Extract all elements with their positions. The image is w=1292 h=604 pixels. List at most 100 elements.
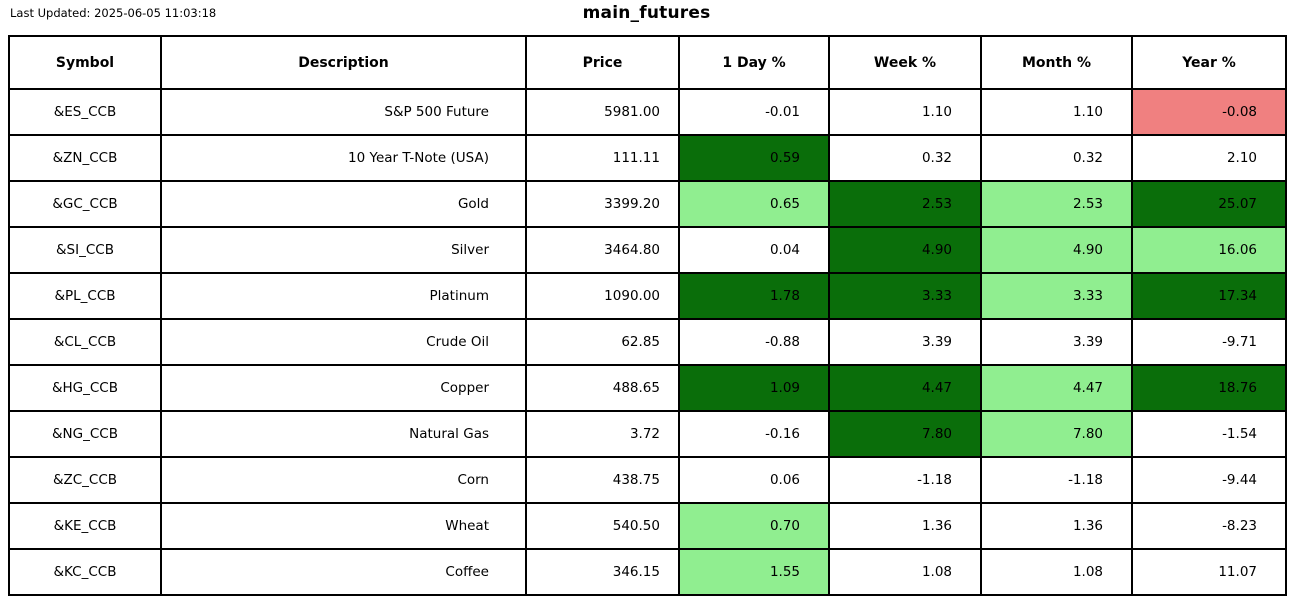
week-pct-cell: -1.18 — [828, 456, 982, 504]
table-row: &ES_CCB S&P 500 Future 5981.00 -0.01 1.10 1.1… — [8, 88, 1287, 136]
description-cell: Wheat — [160, 502, 527, 550]
year-pct-cell: 16.06 — [1131, 226, 1287, 274]
week-pct-cell: 1.10 — [828, 88, 982, 136]
day-pct-cell: 0.65 — [678, 180, 830, 228]
price-cell: 3464.80 — [525, 226, 680, 274]
year-pct-cell: 25.07 — [1131, 180, 1287, 228]
description-cell: Silver — [160, 226, 527, 274]
month-pct-cell: 4.47 — [980, 364, 1133, 412]
description-cell: Coffee — [160, 548, 527, 596]
description-cell: Corn — [160, 456, 527, 504]
price-cell: 111.11 — [525, 134, 680, 182]
price-cell: 62.85 — [525, 318, 680, 366]
year-pct-cell: 18.76 — [1131, 364, 1287, 412]
futures-table: Symbol Description Price 1 Day % Week % Month… — [8, 35, 1287, 596]
symbol-cell: &PL_CCB — [8, 272, 162, 320]
description-cell: Copper — [160, 364, 527, 412]
table-row: &ZC_CCB Corn 438.75 0.06 -1.18 -1.18 -9.44 — [8, 456, 1287, 504]
symbol-cell: &KE_CCB — [8, 502, 162, 550]
week-pct-cell: 3.39 — [828, 318, 982, 366]
symbol-cell: &ZN_CCB — [8, 134, 162, 182]
description-cell: Gold — [160, 180, 527, 228]
page-title: main_futures — [582, 3, 711, 23]
month-pct-cell: 2.53 — [980, 180, 1133, 228]
day-pct-cell: 0.06 — [678, 456, 830, 504]
symbol-cell: &CL_CCB — [8, 318, 162, 366]
week-pct-cell: 0.32 — [828, 134, 982, 182]
price-cell: 3399.20 — [525, 180, 680, 228]
table-row: &KE_CCB Wheat 540.50 0.70 1.36 1.36 -8.23 — [8, 502, 1287, 550]
symbol-cell: &SI_CCB — [8, 226, 162, 274]
year-pct-cell: -0.08 — [1131, 88, 1287, 136]
month-pct-cell: 3.39 — [980, 318, 1133, 366]
symbol-cell: &ZC_CCB — [8, 456, 162, 504]
month-pct-cell: -1.18 — [980, 456, 1133, 504]
column-header-month: Month % — [980, 35, 1133, 90]
year-pct-cell: 11.07 — [1131, 548, 1287, 596]
column-header-week: Week % — [828, 35, 982, 90]
table-row: &PL_CCB Platinum 1090.00 1.78 3.33 3.33 17.34 — [8, 272, 1287, 320]
table-row: &CL_CCB Crude Oil 62.85 -0.88 3.39 3.39 -9.71 — [8, 318, 1287, 366]
day-pct-cell: -0.88 — [678, 318, 830, 366]
symbol-cell: &GC_CCB — [8, 180, 162, 228]
week-pct-cell: 1.36 — [828, 502, 982, 550]
month-pct-cell: 4.90 — [980, 226, 1133, 274]
table-row: &NG_CCB Natural Gas 3.72 -0.16 7.80 7.80 -1.54 — [8, 410, 1287, 458]
month-pct-cell: 1.36 — [980, 502, 1133, 550]
week-pct-cell: 4.47 — [828, 364, 982, 412]
column-header-symbol: Symbol — [8, 35, 162, 90]
day-pct-cell: 1.55 — [678, 548, 830, 596]
price-cell: 1090.00 — [525, 272, 680, 320]
description-cell: Crude Oil — [160, 318, 527, 366]
day-pct-cell: 1.78 — [678, 272, 830, 320]
symbol-cell: &HG_CCB — [8, 364, 162, 412]
price-cell: 540.50 — [525, 502, 680, 550]
month-pct-cell: 7.80 — [980, 410, 1133, 458]
day-pct-cell: 1.09 — [678, 364, 830, 412]
symbol-cell: &NG_CCB — [8, 410, 162, 458]
symbol-cell: &KC_CCB — [8, 548, 162, 596]
year-pct-cell: -1.54 — [1131, 410, 1287, 458]
column-header-1-day: 1 Day % — [678, 35, 830, 90]
table-row: &SI_CCB Silver 3464.80 0.04 4.90 4.90 16.06 — [8, 226, 1287, 274]
table-row: &ZN_CCB 10 Year T-Note (USA) 111.11 0.59 0.3… — [8, 134, 1287, 182]
table-row: &GC_CCB Gold 3399.20 0.65 2.53 2.53 25.07 — [8, 180, 1287, 228]
column-header-price: Price — [525, 35, 680, 90]
price-cell: 3.72 — [525, 410, 680, 458]
year-pct-cell: -9.71 — [1131, 318, 1287, 366]
year-pct-cell: -8.23 — [1131, 502, 1287, 550]
symbol-cell: &ES_CCB — [8, 88, 162, 136]
month-pct-cell: 3.33 — [980, 272, 1133, 320]
description-cell: Platinum — [160, 272, 527, 320]
day-pct-cell: -0.01 — [678, 88, 830, 136]
price-cell: 5981.00 — [525, 88, 680, 136]
year-pct-cell: -9.44 — [1131, 456, 1287, 504]
week-pct-cell: 7.80 — [828, 410, 982, 458]
day-pct-cell: -0.16 — [678, 410, 830, 458]
day-pct-cell: 0.70 — [678, 502, 830, 550]
table-row: &HG_CCB Copper 488.65 1.09 4.47 4.47 18.76 — [8, 364, 1287, 412]
price-cell: 438.75 — [525, 456, 680, 504]
last-updated-label: Last Updated: 2025-06-05 11:03:18 — [10, 6, 217, 20]
day-pct-cell: 0.04 — [678, 226, 830, 274]
year-pct-cell: 17.34 — [1131, 272, 1287, 320]
futures-table-body: &ES_CCB S&P 500 Future 5981.00 -0.01 1.10 1.1… — [8, 88, 1287, 596]
week-pct-cell: 3.33 — [828, 272, 982, 320]
month-pct-cell: 1.08 — [980, 548, 1133, 596]
column-header-description: Description — [160, 35, 527, 90]
price-cell: 346.15 — [525, 548, 680, 596]
table-row: &KC_CCB Coffee 346.15 1.55 1.08 1.08 11.07 — [8, 548, 1287, 596]
year-pct-cell: 2.10 — [1131, 134, 1287, 182]
header-row: Symbol Description Price 1 Day % Week % Month… — [8, 35, 1287, 90]
month-pct-cell: 0.32 — [980, 134, 1133, 182]
description-cell: 10 Year T-Note (USA) — [160, 134, 527, 182]
column-header-year: Year % — [1131, 35, 1287, 90]
description-cell: S&P 500 Future — [160, 88, 527, 136]
day-pct-cell: 0.59 — [678, 134, 830, 182]
week-pct-cell: 4.90 — [828, 226, 982, 274]
price-cell: 488.65 — [525, 364, 680, 412]
futures-table-head: Symbol Description Price 1 Day % Week % Month… — [8, 35, 1287, 90]
week-pct-cell: 1.08 — [828, 548, 982, 596]
month-pct-cell: 1.10 — [980, 88, 1133, 136]
week-pct-cell: 2.53 — [828, 180, 982, 228]
